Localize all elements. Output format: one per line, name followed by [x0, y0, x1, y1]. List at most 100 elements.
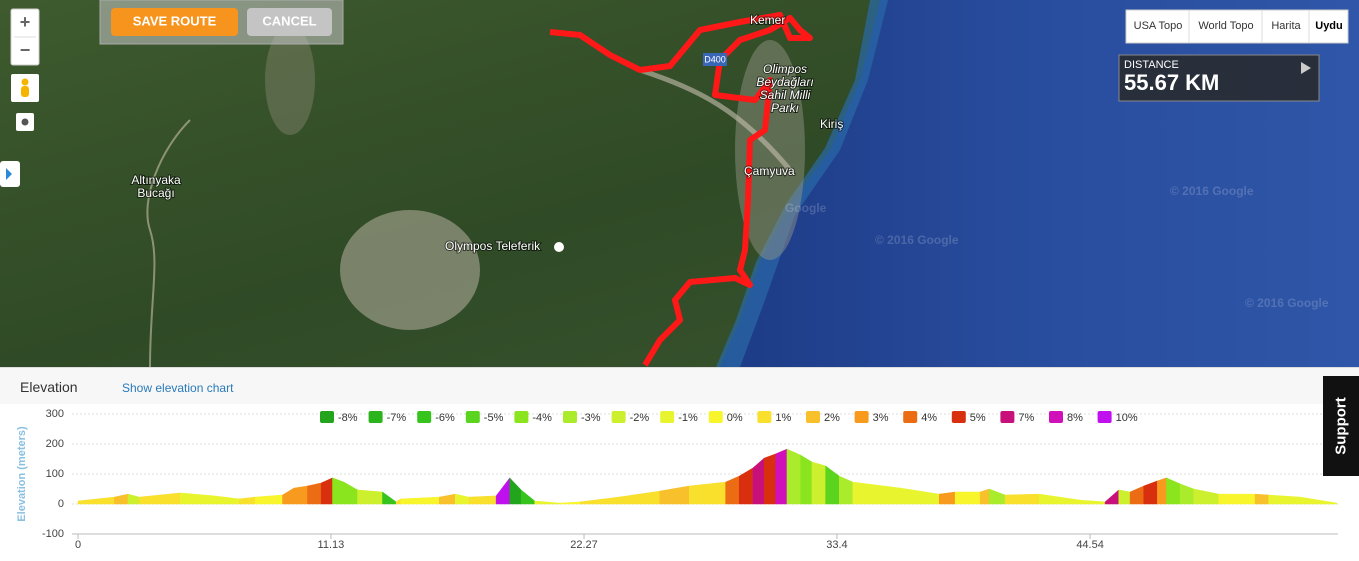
x-tick-label: 11.13 — [318, 539, 345, 551]
legend-label: 0% — [727, 412, 743, 424]
attribution: © 2016 Google — [1170, 184, 1254, 198]
map-label: Kemer — [750, 13, 785, 27]
map-label: Google — [785, 201, 827, 215]
legend-label: 8% — [1067, 412, 1083, 424]
elevation-segment — [1254, 493, 1269, 505]
legend-label: 7% — [1018, 412, 1034, 424]
poi-icon[interactable] — [554, 242, 564, 252]
pegman-head — [21, 78, 29, 86]
elevation-segment — [168, 492, 181, 505]
elevation-segment — [382, 491, 397, 505]
elevation-segment — [786, 448, 801, 505]
map-type[interactable]: World Topo — [1198, 20, 1253, 32]
map-type[interactable]: Harita — [1271, 20, 1301, 32]
elevation-segment — [1157, 477, 1167, 505]
elevation-segment — [509, 477, 522, 505]
elevation-segment — [988, 488, 1006, 505]
distance-toggle[interactable] — [1301, 62, 1311, 74]
road — [146, 119, 191, 367]
elevation-segment — [800, 454, 813, 505]
elevation-segment — [763, 453, 776, 505]
elevation-segment — [139, 493, 170, 505]
map-label: D400 — [704, 54, 726, 64]
elevation-segment — [282, 487, 295, 505]
legend-swatch — [320, 411, 334, 423]
distance-label: DISTANCE — [1124, 59, 1179, 71]
map-label: Parkı — [771, 101, 799, 115]
elevation-segment — [495, 477, 510, 505]
elevation-segment — [332, 477, 345, 505]
elevation-header: Elevation Show elevation chart — [0, 367, 1359, 404]
zoom-out[interactable]: − — [20, 40, 31, 60]
map-type[interactable]: Uydu — [1315, 20, 1343, 32]
map-label: Sahil Milli — [760, 88, 811, 102]
shallow-water — [716, 0, 888, 367]
elevation-segment — [618, 490, 660, 505]
legend-label: 1% — [775, 412, 791, 424]
elevation-segment — [738, 467, 754, 505]
elevation-segment — [838, 475, 854, 505]
legend-swatch — [903, 411, 918, 423]
legend-label: -5% — [484, 412, 504, 424]
zoom-in[interactable]: + — [20, 12, 31, 32]
legend-label: -8% — [338, 412, 358, 424]
legend-label: -6% — [435, 412, 455, 424]
map[interactable]: Kemer D400 Olimpos Beydağları Sahil Mill… — [0, 0, 1359, 367]
legend-swatch — [708, 411, 723, 423]
elevation-segment — [1104, 489, 1119, 505]
elevation-segment — [1038, 493, 1060, 505]
elevation-segment — [214, 495, 240, 505]
distance-value: 55.67 KM — [1124, 70, 1219, 95]
elevation-link[interactable]: Show elevation chart — [122, 381, 234, 395]
elevation-segment — [454, 493, 470, 505]
elevation-segment — [775, 448, 788, 505]
legend-swatch — [465, 411, 480, 423]
elevation-segment — [468, 495, 497, 505]
legend-label: 10% — [1116, 412, 1138, 424]
map-label: Beydağları — [756, 75, 813, 89]
elevation-segment — [114, 493, 129, 505]
elevation-segment — [400, 496, 440, 505]
elevation-segment — [534, 500, 560, 505]
elevation-segment — [1193, 488, 1219, 505]
elevation-segment — [239, 496, 256, 505]
elevation-segment — [811, 461, 826, 505]
elevation-segment — [979, 488, 990, 505]
legend-label: -2% — [630, 412, 650, 424]
save-button[interactable] — [111, 8, 238, 36]
elevation-segment — [1118, 489, 1131, 505]
elevation-segment — [559, 501, 581, 505]
legend-label: 3% — [873, 412, 889, 424]
elevation-segment — [77, 496, 115, 505]
elevation-segment — [307, 482, 322, 505]
x-tick-label: 44.54 — [1076, 539, 1104, 551]
y-tick-label: 300 — [46, 408, 64, 420]
route — [549, 12, 813, 367]
elevation-title: Elevation — [20, 379, 78, 395]
support-tab[interactable]: Support — [1323, 376, 1359, 476]
elevation-segment — [320, 477, 333, 505]
legend-swatch — [417, 411, 432, 423]
legend-label: -7% — [387, 412, 407, 424]
legend-swatch — [563, 411, 577, 423]
elevation-segment — [579, 496, 620, 505]
elevation-segment — [725, 475, 740, 505]
map-type[interactable]: USA Topo — [1134, 20, 1183, 32]
elevation-segment — [1079, 499, 1106, 505]
elevation-segment — [752, 457, 765, 505]
side-tab-arrow — [6, 168, 12, 180]
legend-swatch — [854, 411, 869, 423]
highway — [639, 67, 792, 172]
map-label: Çamyuva — [744, 164, 795, 178]
map-label: Olympos Teleferik — [445, 239, 541, 253]
elevation-segment — [1059, 496, 1081, 505]
y-tick-label: 100 — [46, 468, 64, 480]
y-tick-label: 0 — [58, 498, 64, 510]
elevation-segment — [1004, 493, 1040, 505]
elevation-segment — [689, 481, 726, 505]
cancel-button[interactable] — [247, 8, 332, 36]
legend-swatch — [1049, 411, 1063, 423]
legend-swatch — [806, 411, 820, 423]
legend-label: 5% — [970, 412, 986, 424]
